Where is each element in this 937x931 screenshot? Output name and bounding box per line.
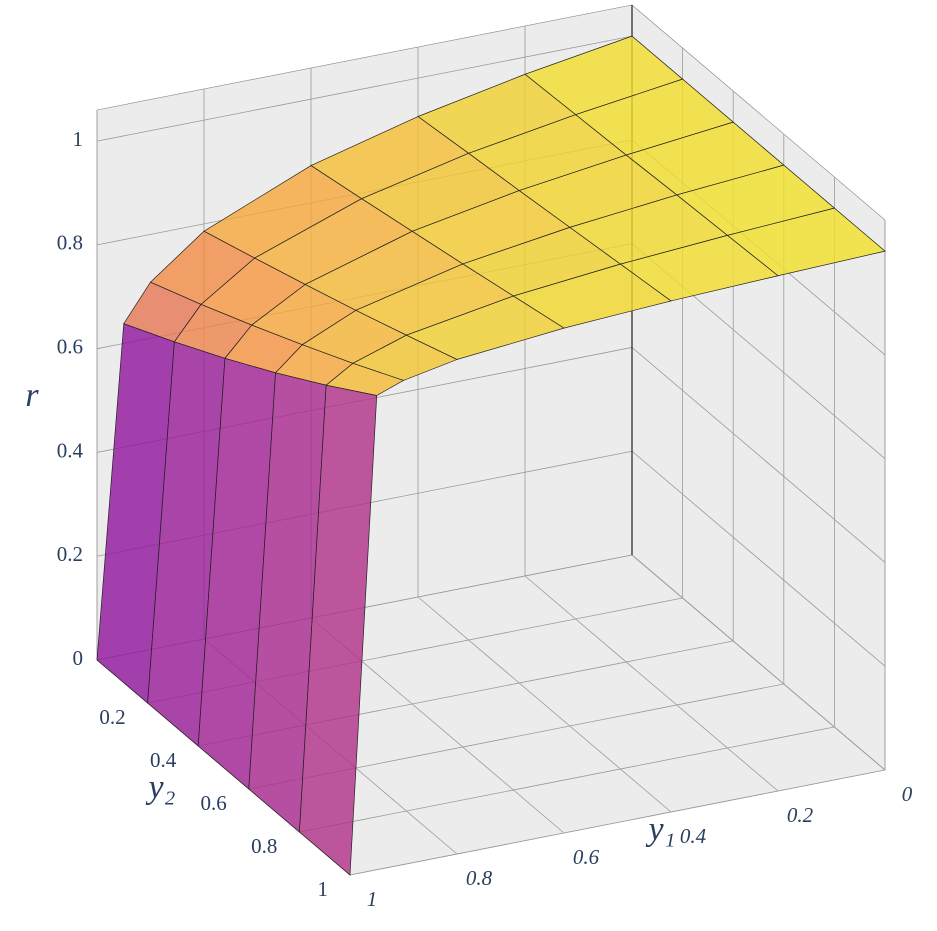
x-tick-label: 0.2 xyxy=(787,803,814,827)
grid-line xyxy=(631,347,886,563)
z-tick-label: 0 xyxy=(73,646,84,670)
y-tick-label: 0.8 xyxy=(251,834,277,858)
x-tick-label: 0.4 xyxy=(680,824,707,848)
grid-line xyxy=(524,575,779,792)
surface-cell xyxy=(299,384,378,876)
y-tick-label: 0.6 xyxy=(201,791,227,815)
grid-line xyxy=(299,726,835,833)
y-tick-label: 1 xyxy=(318,877,329,901)
z-tick-label: 1 xyxy=(73,127,84,151)
z-tick-label: 0.8 xyxy=(57,231,83,255)
y-tick-label: 0.4 xyxy=(150,748,177,772)
z-tick-label: 0.4 xyxy=(57,438,84,462)
z-tick-label: 0.2 xyxy=(57,542,83,566)
y-tick-label: 0.2 xyxy=(99,705,125,729)
x-tick-label: 0.8 xyxy=(466,866,493,890)
grid-line xyxy=(631,554,886,771)
grid-line xyxy=(349,769,886,876)
x-tick-label: 0.6 xyxy=(573,845,600,869)
x-tick-label: 0 xyxy=(902,782,913,806)
x-axis-label: y₁ xyxy=(646,811,676,848)
z-tick-label: 0.6 xyxy=(57,334,83,358)
grid-line xyxy=(417,596,672,813)
z-axis-label: r xyxy=(25,377,39,414)
x-tick-label: 1 xyxy=(367,887,378,911)
grid-line xyxy=(631,450,886,667)
y-axis-label: y₂ xyxy=(146,769,176,806)
grid-line xyxy=(96,35,633,142)
